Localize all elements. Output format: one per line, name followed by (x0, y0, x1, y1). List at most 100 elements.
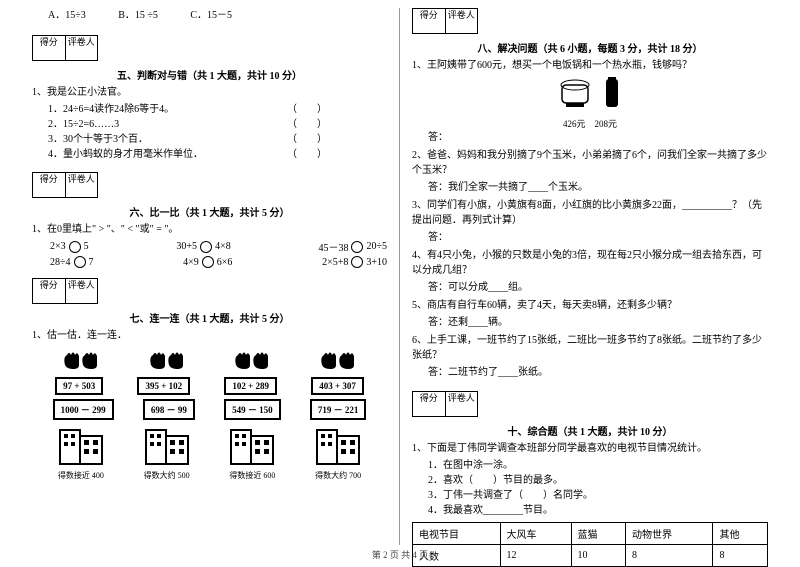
scorebox-6: 得分 评卷人 (32, 172, 98, 198)
compare-circle[interactable] (200, 241, 212, 253)
s5-c-text: 3．30个十等于3个百． (48, 134, 148, 145)
th-col: 其他 (713, 523, 768, 545)
expr: 4×96×6 (183, 256, 232, 268)
paren: （ ） (287, 117, 327, 132)
score-label: 得分 (413, 392, 446, 416)
th-col: 蓝猫 (571, 523, 625, 545)
expr-box: 698 － 99 (143, 399, 195, 420)
scorebox-8: 得分 评卷人 (412, 8, 478, 34)
building-icon (142, 424, 192, 468)
th-col: 动物世界 (625, 523, 713, 545)
left-column: A．15÷3 B．15 ÷5 C．15－5 得分 评卷人 五、判断对与错（共 1… (20, 8, 400, 545)
s10-b: 2．喜欢（ ）节目的最多。 (428, 473, 768, 488)
s8-a2: 答：我们全家一共摘了____个玉米。 (428, 180, 768, 196)
s8-a4: 答：可以分成____组。 (428, 280, 768, 296)
expr-r: 7 (89, 257, 94, 268)
compare-circle[interactable] (351, 241, 363, 253)
opt-b: B．15 ÷5 (118, 10, 158, 21)
building-icon (227, 424, 277, 468)
expr-r: 20÷5 (366, 241, 387, 252)
building-row: 得数接近 400 得数大约 500 得数接近 600 得数大约 700 (38, 424, 381, 481)
score-label: 得分 (33, 36, 66, 60)
table-row: 电视节目 大风车 蓝猫 动物世界 其他 (413, 523, 768, 545)
building-label: 得数接近 600 (227, 470, 277, 481)
s7-q1: 1、估一估．连一连． (32, 328, 387, 343)
th-col: 大风车 (500, 523, 571, 545)
expr: 2×35 (50, 239, 89, 254)
th-program: 电视节目 (413, 523, 501, 545)
paren: （ ） (287, 132, 327, 147)
scorebox-10: 得分 评卷人 (412, 391, 478, 417)
compare-circle[interactable] (351, 256, 363, 268)
price-label: 426元 208元 (412, 117, 768, 130)
section-10-title: 十、综合题（共 1 大题，共计 10 分） (412, 423, 768, 438)
opt-a: A．15÷3 (48, 10, 86, 21)
s10-q1: 1、下面是丁伟同学调查本班部分同学最喜欢的电视节目情况统计。 (412, 441, 768, 456)
appliance-icon (530, 75, 650, 115)
ans-label: 答： (428, 130, 768, 146)
building-label: 得数大约 700 (313, 470, 363, 481)
opt-c: C．15－5 (190, 10, 232, 21)
s10-a: 1．在图中涂一涂。 (428, 458, 768, 473)
grader-label: 评卷人 (66, 279, 98, 303)
s8-q3: 3、同学们有小旗，小黄旗有8面，小红旗的比小黄旗多22面，__________？… (412, 198, 768, 228)
expr-box-row: 97 + 503 395 + 102 102 + 289 403 + 307 (38, 377, 381, 395)
expr: 45－38 20÷5 (318, 239, 387, 254)
expr: 2×5+83+10 (322, 256, 387, 268)
compare-circle[interactable] (74, 256, 86, 268)
s10-d: 4．我最喜欢________节目。 (428, 503, 768, 518)
building-item: 得数接近 600 (227, 424, 277, 481)
compare-row: 28÷4 7 4×96×6 2×5+83+10 (50, 256, 387, 268)
building-item: 得数接近 400 (56, 424, 106, 481)
s6-q1: 1、在0里填上" > "、" < "或" = "。 (32, 222, 387, 237)
expr-box: 549 － 150 (224, 399, 281, 420)
compare-circle[interactable] (69, 241, 81, 253)
building-icon (56, 424, 106, 468)
option-row: A．15÷3 B．15 ÷5 C．15－5 (48, 8, 387, 23)
section-5-title: 五、判断对与错（共 1 大题，共计 10 分） (32, 67, 387, 82)
s8-q4: 4、有4只小兔，小猴的只数是小兔的3倍，现在每2只小猴分成一组去拾东西，可以分成… (412, 248, 768, 278)
s5-item: 4．量小蚂蚁的身才用毫米作单位． （ ） (48, 147, 387, 162)
expr-box: 395 + 102 (137, 377, 190, 395)
score-label: 得分 (413, 9, 446, 33)
grader-label: 评卷人 (66, 173, 98, 197)
grader-label: 评卷人 (66, 36, 98, 60)
s10-c: 3．丁伟一共调查了（ ）名同学。 (428, 488, 768, 503)
scorebox-7: 得分 评卷人 (32, 278, 98, 304)
s5-b-text: 2．15÷2=6……3 (48, 119, 119, 130)
section-8-title: 八、解决问题（共 6 小题，每题 3 分，共计 18 分） (412, 40, 768, 55)
grader-label: 评卷人 (446, 9, 478, 33)
s5-item: 1．24÷6=4读作24除6等于4。 （ ） (48, 102, 387, 117)
right-column: 得分 评卷人 八、解决问题（共 6 小题，每题 3 分，共计 18 分） 1、王… (400, 8, 780, 545)
s5-d-text: 4．量小蚂蚁的身才用毫米作单位． (48, 149, 203, 160)
hands-icon (145, 347, 189, 373)
score-label: 得分 (33, 173, 66, 197)
s5-item: 3．30个十等于3个百． （ ） (48, 132, 387, 147)
s5-a-text: 1．24÷6=4读作24除6等于4。 (48, 104, 174, 115)
expr-l: 28÷4 (50, 257, 71, 268)
hands-icon (316, 347, 360, 373)
grader-label: 评卷人 (446, 392, 478, 416)
expr-box: 719 － 221 (310, 399, 367, 420)
building-label: 得数接近 400 (56, 470, 106, 481)
expr-l: 2×5+8 (322, 257, 348, 268)
scorebox-5: 得分 评卷人 (32, 35, 98, 61)
expr-box: 97 + 503 (55, 377, 103, 395)
expr: 30+54×8 (176, 239, 230, 254)
building-item: 得数大约 700 (313, 424, 363, 481)
score-label: 得分 (33, 279, 66, 303)
expr-l: 45－38 (318, 239, 348, 254)
expr-r: 4×8 (215, 241, 231, 252)
section-6-title: 六、比一比（共 1 大题，共计 5 分） (32, 204, 387, 219)
expr-r: 5 (84, 241, 89, 252)
hands-row (38, 347, 381, 373)
paren: （ ） (287, 102, 327, 117)
s8-a5: 答：还剩____辆。 (428, 315, 768, 331)
hands-icon (59, 347, 103, 373)
ans-label: 答： (428, 230, 768, 246)
paren: （ ） (287, 147, 327, 162)
building-item: 得数大约 500 (142, 424, 192, 481)
expr-r: 6×6 (217, 257, 233, 268)
compare-circle[interactable] (202, 256, 214, 268)
section-7-title: 七、连一连（共 1 大题，共计 5 分） (32, 310, 387, 325)
